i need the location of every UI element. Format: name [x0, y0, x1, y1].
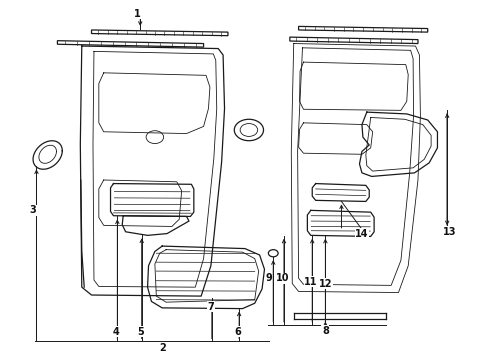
Text: 2: 2 — [159, 343, 166, 353]
Text: 11: 11 — [304, 277, 318, 287]
Text: 13: 13 — [443, 227, 456, 237]
Text: 3: 3 — [30, 205, 36, 215]
Text: 5: 5 — [137, 327, 144, 337]
Text: 12: 12 — [318, 279, 332, 289]
Text: 8: 8 — [322, 326, 329, 336]
Text: 4: 4 — [113, 327, 119, 337]
Text: 1: 1 — [134, 9, 141, 19]
Text: 9: 9 — [265, 273, 272, 283]
Text: 10: 10 — [276, 273, 289, 283]
Text: 6: 6 — [234, 327, 241, 337]
Text: 14: 14 — [355, 229, 368, 239]
Text: 7: 7 — [208, 302, 214, 312]
